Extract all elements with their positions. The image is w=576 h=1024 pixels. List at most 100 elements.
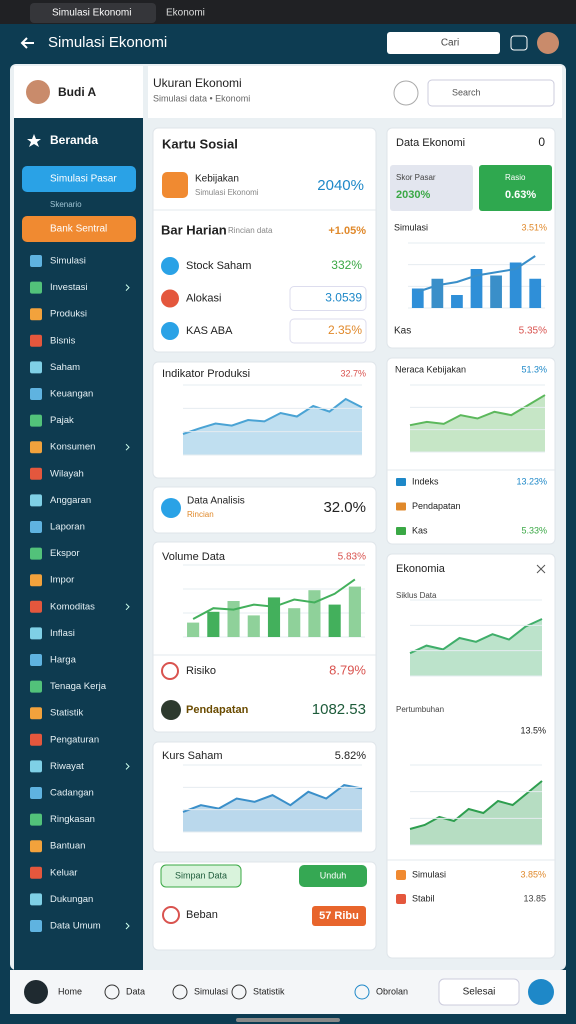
row-value: 13.85 xyxy=(523,893,546,903)
user-name[interactable]: Budi A xyxy=(58,85,97,99)
menu-item[interactable]: Bantuan xyxy=(50,841,85,852)
button-label[interactable]: Selesai xyxy=(463,987,496,998)
gesture-bar xyxy=(236,1018,340,1022)
bar xyxy=(288,608,301,637)
row-icon xyxy=(161,700,181,720)
row-icon xyxy=(161,322,179,340)
chart-area xyxy=(183,399,362,455)
menu-icon xyxy=(30,893,42,906)
tab-title[interactable]: Ekonomi xyxy=(166,8,205,19)
menu-item[interactable]: Konsumen xyxy=(50,442,95,453)
sidebar-heading: Beranda xyxy=(50,133,98,147)
row-label: KAS ABA xyxy=(186,325,233,337)
bar xyxy=(207,611,220,637)
nav-label[interactable]: Statistik xyxy=(253,986,285,996)
menu-item[interactable]: Keuangan xyxy=(50,389,93,400)
menu-item[interactable]: Pajak xyxy=(50,415,74,426)
tab-title[interactable]: Simulasi Ekonomi xyxy=(52,8,131,19)
card-title: Kartu Sosial xyxy=(162,136,238,151)
menu-item[interactable]: Ekspor xyxy=(50,548,80,559)
menu-item[interactable]: Ringkasan xyxy=(50,814,95,825)
menu-icon xyxy=(30,255,42,267)
chart-area xyxy=(183,785,362,832)
menu-item[interactable]: Investasi xyxy=(50,282,88,293)
card-title: Indikator Produksi xyxy=(162,368,250,380)
menu-highlight[interactable] xyxy=(22,216,136,242)
row-value: 32.0% xyxy=(323,499,366,516)
menu-selected[interactable] xyxy=(22,166,136,192)
search-box[interactable] xyxy=(427,79,555,107)
bar xyxy=(470,269,483,308)
card-title: Volume Data xyxy=(162,551,226,563)
menu-icon xyxy=(30,813,42,826)
back-icon[interactable] xyxy=(20,37,34,49)
row-label: Kebijakan xyxy=(195,174,239,185)
tab[interactable] xyxy=(30,3,156,23)
bar xyxy=(308,590,321,637)
search-box[interactable] xyxy=(387,32,500,54)
menu-item[interactable]: Data Umum xyxy=(50,921,101,932)
row-value: 2.35% xyxy=(328,323,362,337)
button-finish[interactable] xyxy=(438,978,520,1006)
tile xyxy=(390,165,473,211)
button-label[interactable]: Simpan Data xyxy=(175,870,227,880)
menu-item[interactable]: Anggaran xyxy=(50,495,91,506)
menu-item[interactable]: Cadangan xyxy=(50,788,94,799)
menu-item[interactable]: Tenaga Kerja xyxy=(50,681,107,692)
menu-item[interactable]: Riwayat xyxy=(50,761,84,772)
tile xyxy=(479,165,552,211)
card xyxy=(152,361,377,479)
chart-line xyxy=(417,255,536,293)
nav-label[interactable]: Simulasi xyxy=(194,986,228,996)
page-subtitle: Simulasi data • Ekonomi xyxy=(153,93,250,103)
menu-item[interactable]: Simulasi xyxy=(50,256,86,267)
menu-icon xyxy=(30,494,42,507)
menu-item[interactable]: Bisnis xyxy=(50,335,76,346)
row-value: 3.85% xyxy=(520,869,546,879)
search-placeholder[interactable]: Search xyxy=(452,87,481,97)
chart-area xyxy=(410,619,542,676)
card-value: 5.83% xyxy=(338,552,366,563)
button-download[interactable] xyxy=(299,865,367,887)
close-icon[interactable] xyxy=(536,564,546,574)
menu-icon xyxy=(30,680,42,693)
button-save[interactable] xyxy=(160,864,242,888)
chart-value: 13.5% xyxy=(520,725,546,735)
menu-item[interactable]: Impor xyxy=(50,575,74,586)
chart-line xyxy=(409,394,546,427)
nav-label[interactable]: Data xyxy=(126,986,145,996)
nav-icon xyxy=(104,984,120,1000)
chevron xyxy=(125,603,130,611)
menu-item[interactable]: Bank Sentral xyxy=(50,224,107,235)
chevron xyxy=(125,763,130,770)
nav-icon xyxy=(172,984,188,1000)
nav-label[interactable]: Home xyxy=(58,986,82,996)
value-box xyxy=(289,318,367,344)
menu-item[interactable]: Statistik xyxy=(50,708,84,719)
menu-item[interactable]: Pengaturan xyxy=(50,734,99,745)
menu-item[interactable]: Wilayah xyxy=(50,468,84,479)
menu-item[interactable]: Komoditas xyxy=(50,601,95,612)
menu-icon xyxy=(30,654,42,666)
row-label: Beban xyxy=(186,909,218,921)
nav-home xyxy=(24,980,48,1004)
menu-item[interactable]: Keluar xyxy=(50,867,77,878)
menu-item[interactable]: Laporan xyxy=(50,522,85,533)
bar xyxy=(509,262,522,308)
menu-icon xyxy=(30,574,42,587)
menu-item[interactable]: Saham xyxy=(50,362,80,373)
nav-icon xyxy=(231,984,247,1000)
menu-item[interactable]: Harga xyxy=(50,655,77,666)
row-value: 3.0539 xyxy=(325,291,362,305)
menu-item[interactable]: Dukungan xyxy=(50,894,93,905)
card xyxy=(152,741,377,853)
tile-label: Skor Pasar xyxy=(396,173,436,182)
nav-label[interactable]: Obrolan xyxy=(376,986,408,996)
menu-item[interactable]: Inflasi xyxy=(50,628,75,639)
icon-button[interactable] xyxy=(510,35,528,51)
chart-line xyxy=(182,397,363,435)
menu-item[interactable]: Produksi xyxy=(50,309,87,320)
menu-item[interactable]: Simulasi Pasar xyxy=(50,174,117,185)
button-label[interactable]: Unduh xyxy=(320,870,347,880)
bar xyxy=(529,278,542,308)
